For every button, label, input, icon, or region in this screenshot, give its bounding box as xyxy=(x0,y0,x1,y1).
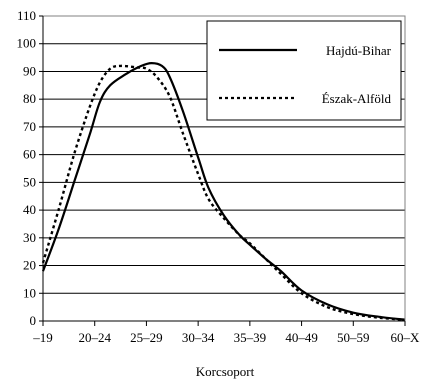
x-tick-label: 20–24 xyxy=(78,330,111,345)
series-line-1 xyxy=(41,61,406,321)
y-tick-label: 30 xyxy=(23,230,36,245)
x-tick-label: 60–X xyxy=(391,330,421,345)
legend-box xyxy=(206,20,402,121)
legend-label-2: Észak-Alföld xyxy=(322,91,392,106)
x-tick-label: 35–39 xyxy=(234,330,267,345)
y-tick-label: 50 xyxy=(23,174,36,189)
x-tick-label: 25–29 xyxy=(130,330,163,345)
y-tick-label: 10 xyxy=(23,285,36,300)
y-tick-label: 80 xyxy=(23,91,36,106)
legend-label-1: Hajdú-Bihar xyxy=(326,43,392,58)
x-tick-label: 30–34 xyxy=(182,330,215,345)
y-tick-label: 90 xyxy=(23,63,36,78)
x-tick-label: –19 xyxy=(32,330,53,345)
x-axis-ticks: –19 20–24 25–29 30–34 35–39 40–49 50–59 60–X xyxy=(32,321,420,345)
y-tick-label: 20 xyxy=(23,258,36,273)
axes xyxy=(42,15,406,322)
series-lines xyxy=(41,61,406,322)
x-tick-label: 50–59 xyxy=(337,330,370,345)
legend: Hajdú-Bihar Észak-Alföld xyxy=(206,20,402,121)
y-tick-label: 0 xyxy=(30,313,37,328)
x-axis-title: Korcsoport xyxy=(196,364,255,379)
y-tick-label: 100 xyxy=(17,36,37,51)
y-tick-label: 60 xyxy=(23,147,36,162)
y-tick-label: 70 xyxy=(23,119,36,134)
y-axis-ticks: 0 10 20 30 40 50 60 70 80 90 100 110 xyxy=(17,8,43,328)
x-tick-label: 40–49 xyxy=(285,330,318,345)
series-line-2 xyxy=(41,64,406,322)
y-tick-label: 40 xyxy=(23,202,36,217)
y-tick-label: 110 xyxy=(17,8,36,23)
